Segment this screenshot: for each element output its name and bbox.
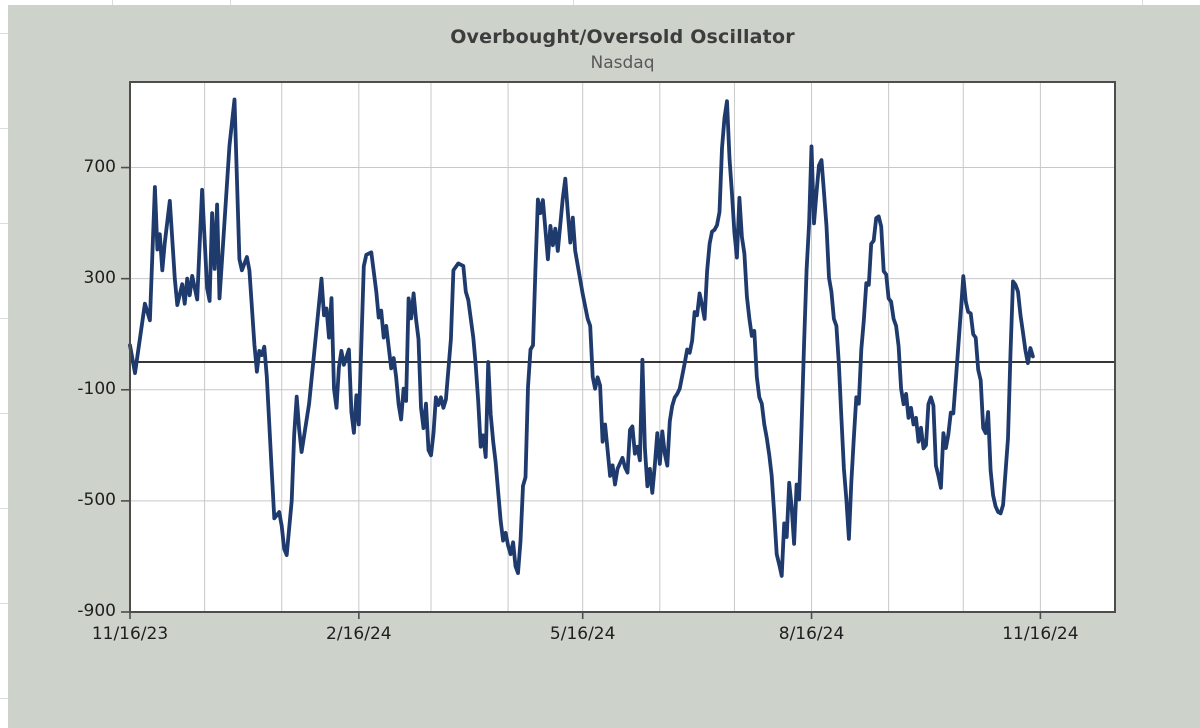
y-tick-label: -100 bbox=[77, 378, 116, 399]
worksheet-gridline bbox=[112, 0, 113, 5]
plot-border bbox=[129, 81, 1116, 613]
x-tick-label: 8/16/24 bbox=[778, 624, 845, 644]
y-tick-label: -900 bbox=[77, 601, 116, 621]
worksheet-gridline bbox=[0, 223, 8, 224]
worksheet-gridline bbox=[230, 0, 231, 5]
x-tick-label: 11/16/23 bbox=[91, 624, 169, 644]
worksheet-gridline bbox=[1142, 0, 1143, 5]
worksheet-gridline bbox=[0, 318, 8, 319]
worksheet-gridline bbox=[573, 0, 574, 5]
y-tick-label: -500 bbox=[77, 489, 116, 510]
worksheet-gridline bbox=[0, 128, 8, 129]
chart-subtitle: Nasdaq bbox=[590, 53, 655, 73]
x-tick-label: 5/16/24 bbox=[549, 624, 616, 644]
worksheet-gridline bbox=[0, 603, 8, 604]
y-tick-label: 700 bbox=[83, 156, 116, 177]
series-line-nasdaq bbox=[128, 97, 1035, 578]
y-tick-label: 300 bbox=[83, 267, 116, 288]
worksheet-gridline bbox=[0, 698, 8, 699]
x-tick-label: 2/16/24 bbox=[326, 624, 392, 644]
worksheet-gridline bbox=[0, 413, 8, 414]
worksheet-gridline bbox=[0, 508, 8, 509]
plot-area bbox=[130, 82, 1115, 612]
x-tick-label: 11/16/24 bbox=[1002, 624, 1079, 644]
worksheet-gridline bbox=[0, 33, 8, 34]
chart-title: Overbought/Oversold Oscillator bbox=[450, 26, 795, 48]
